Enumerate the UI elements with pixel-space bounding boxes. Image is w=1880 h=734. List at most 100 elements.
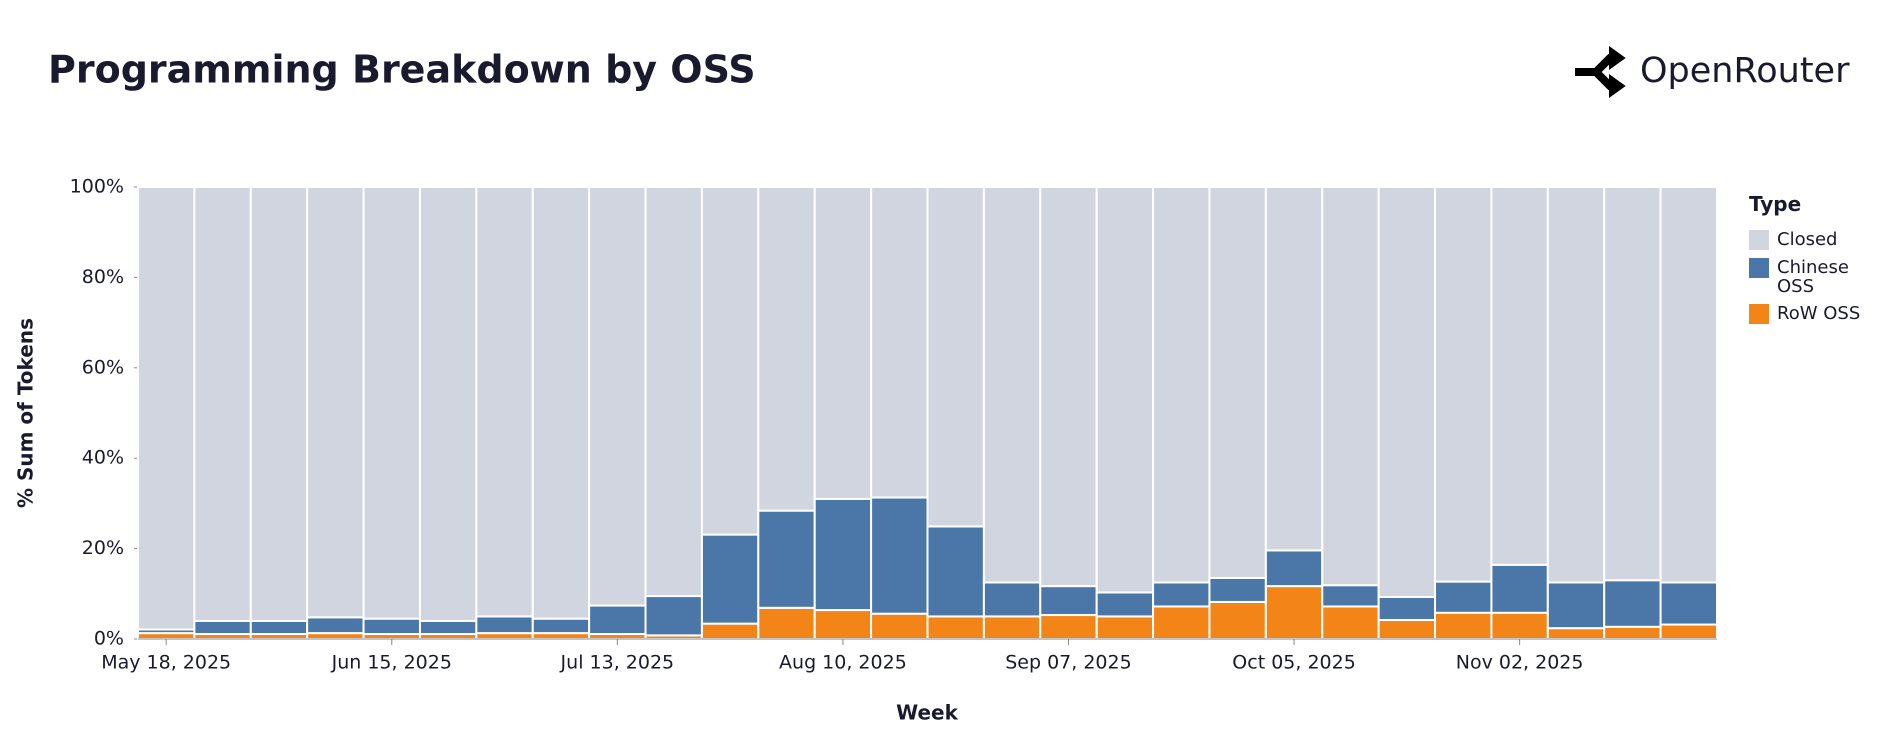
bar-segment	[644, 186, 703, 598]
x-tick-label: Aug 10, 2025	[779, 652, 907, 674]
bar-segment	[870, 496, 929, 615]
bar-segment	[700, 622, 760, 641]
legend: Type Closed Chinese OSS RoW OSS	[1749, 192, 1874, 332]
legend-label: Closed	[1777, 229, 1838, 250]
bar-segment	[870, 186, 929, 499]
bar-segment	[700, 186, 760, 536]
bar-segment	[1377, 186, 1437, 598]
bar-segment	[926, 525, 985, 618]
bar-segment	[306, 616, 365, 635]
bar-segment	[926, 186, 985, 528]
legend-label: RoW OSS	[1777, 303, 1861, 324]
bar-segment	[813, 497, 873, 612]
bar-segment	[1659, 186, 1719, 584]
bar-segment	[418, 186, 478, 622]
bar-segment	[1603, 579, 1662, 628]
bar-segment	[362, 186, 421, 620]
bar-segment	[1095, 186, 1155, 594]
bar-segment	[757, 509, 816, 609]
bar-segment	[1603, 625, 1662, 641]
bar-segment	[193, 186, 252, 622]
bar-segment	[1321, 605, 1380, 640]
bar-segment	[1546, 627, 1606, 640]
y-tick-label: 20%	[82, 537, 124, 559]
bar-segment	[1603, 186, 1662, 582]
bar-segment	[1152, 186, 1211, 584]
bar-segment	[1095, 615, 1155, 641]
bar-segment	[1490, 563, 1549, 614]
bar-segment	[588, 604, 647, 636]
legend-title: Type	[1749, 192, 1802, 216]
bar-segment	[531, 186, 591, 620]
legend-label: Chinese OSS	[1777, 257, 1849, 297]
bar-segment	[1208, 186, 1267, 579]
bar-segment	[1264, 549, 1324, 588]
legend-item: RoW OSS	[1749, 304, 1874, 324]
bar-segment	[1377, 595, 1437, 622]
legend-swatch	[1749, 304, 1769, 324]
x-tick-label: Nov 02, 2025	[1456, 652, 1584, 674]
bar-segment	[1095, 591, 1155, 618]
legend-item: Chinese OSS	[1749, 258, 1874, 296]
brand: OpenRouter	[1640, 51, 1850, 91]
y-tick-label: 80%	[82, 266, 124, 288]
bar-segment	[1659, 581, 1719, 626]
bar-segment	[1264, 585, 1324, 641]
bar-segment	[1039, 614, 1098, 641]
logo-icon	[1575, 46, 1626, 98]
y-tick-label: 100%	[70, 176, 124, 198]
bar-segment	[306, 186, 365, 619]
bar-segment	[588, 186, 647, 607]
y-axis-label: % Sum of Tokens	[14, 318, 38, 508]
bar-segment	[813, 186, 873, 500]
bar-segment	[1321, 584, 1380, 608]
legend-swatch	[1749, 230, 1769, 250]
bar-segment	[926, 615, 985, 641]
bar-segment	[1490, 611, 1549, 640]
bar-segment	[475, 615, 534, 635]
x-tick-label: Oct 05, 2025	[1232, 652, 1356, 674]
bar-segment	[982, 615, 1042, 641]
bar-segment	[475, 186, 534, 618]
bar-segment	[1546, 186, 1606, 584]
bar-segment	[249, 619, 309, 636]
bar-segment	[1208, 576, 1267, 603]
bar-segment	[193, 619, 252, 636]
y-tick-label: 0%	[94, 628, 124, 650]
chart-title: Programming Breakdown by OSS	[48, 48, 756, 92]
bar-segment	[1434, 186, 1493, 583]
legend-swatch	[1749, 258, 1769, 278]
y-tick-label: 60%	[82, 356, 124, 378]
bar-segment	[418, 619, 478, 636]
x-tick-label: Jun 15, 2025	[331, 652, 452, 674]
bar-segment	[1490, 186, 1549, 566]
bar-segment	[1152, 605, 1211, 640]
x-axis-label: Week	[896, 701, 958, 725]
bar-segment	[1434, 611, 1493, 640]
bar-segment	[1434, 580, 1493, 614]
bar-segment	[1321, 186, 1380, 587]
bar-segment	[1659, 623, 1719, 641]
y-tick-label: 40%	[82, 447, 124, 469]
bar-segment	[1546, 581, 1606, 630]
bar-segment	[982, 186, 1042, 584]
x-tick-label: May 18, 2025	[101, 652, 231, 674]
bar-segment	[1039, 186, 1098, 588]
bar-segment	[870, 612, 929, 640]
bar-segment	[813, 609, 873, 641]
bar-segment	[757, 606, 816, 641]
bar-segment	[757, 186, 816, 512]
x-tick-label: Sep 07, 2025	[1005, 652, 1131, 674]
bar-segment	[137, 186, 196, 631]
bar-segment	[700, 533, 760, 625]
bar-segment	[249, 186, 309, 622]
bar-segment	[362, 617, 421, 636]
bar-segment	[1377, 619, 1437, 640]
bar-segment	[1152, 581, 1211, 608]
bar-segment	[531, 617, 591, 635]
bar-segment	[1264, 186, 1324, 552]
x-tick-label: Jul 13, 2025	[560, 652, 675, 674]
legend-item: Closed	[1749, 230, 1874, 250]
